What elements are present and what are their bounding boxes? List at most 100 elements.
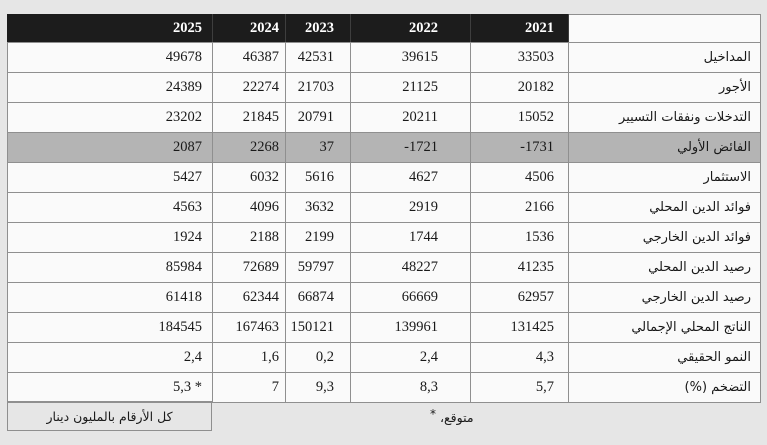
- row-label: التضخم (%): [568, 372, 761, 403]
- table-row: 184545 167463 150121 139961 131425 الناتج الم…: [7, 312, 761, 343]
- value-cell: 167463: [212, 312, 286, 343]
- footnote: * متوقع،: [430, 406, 474, 425]
- value-cell: 5,3 *: [7, 372, 213, 403]
- unit-note-box: كل الأرقام بالمليون دينار: [7, 401, 212, 431]
- row-label: الفائض الأولي: [568, 132, 761, 163]
- value-cell: 2268: [212, 132, 286, 163]
- row-label: النمو الحقيقي: [568, 342, 761, 373]
- value-cell: 6032: [212, 162, 286, 193]
- value-cell: 39615: [350, 42, 471, 73]
- value-cell: 4563: [7, 192, 213, 223]
- value-cell: 5427: [7, 162, 213, 193]
- row-label: فوائد الدين المحلي: [568, 192, 761, 223]
- value-cell: 23202: [7, 102, 213, 133]
- value-cell: 61418: [7, 282, 213, 313]
- value-cell: 85984: [7, 252, 213, 283]
- value-cell: 21703: [285, 72, 351, 103]
- value-cell: 22274: [212, 72, 286, 103]
- table-row: 2,4 1,6 0,2 2,4 4,3 النمو الحقيقي: [7, 342, 761, 373]
- value-cell: 0,2: [285, 342, 351, 373]
- financial-table-wrap: 2025 2024 2023 2022 2021 49678 46387 42531 3961…: [7, 14, 761, 403]
- value-cell: 8,3: [350, 372, 471, 403]
- value-cell: 42531: [285, 42, 351, 73]
- table-row: 4563 4096 3632 2919 2166 فوائد الدين المحلي: [7, 192, 761, 223]
- value-cell: 41235: [470, 252, 569, 283]
- value-cell: 2087: [7, 132, 213, 163]
- table-row: 85984 72689 59797 48227 41235 رصيد الدين المح…: [7, 252, 761, 283]
- table-row: 1924 2188 2199 1744 1536 فوائد الدين الخارجي: [7, 222, 761, 253]
- value-cell: 2,4: [350, 342, 471, 373]
- value-cell: 20211: [350, 102, 471, 133]
- value-cell: 37: [285, 132, 351, 163]
- value-cell: -1731: [470, 132, 569, 163]
- value-cell: 4,3: [470, 342, 569, 373]
- value-cell: 5,7: [470, 372, 569, 403]
- value-cell: 3632: [285, 192, 351, 223]
- footnote-asterisk: *: [430, 406, 436, 421]
- value-cell: 21845: [212, 102, 286, 133]
- value-cell: 20791: [285, 102, 351, 133]
- table-row: 61418 62344 66874 66669 62957 رصيد الدين الخا…: [7, 282, 761, 313]
- row-label: الناتج المحلي الإجمالي: [568, 312, 761, 343]
- table-footer: كل الأرقام بالمليون دينار * متوقع،: [7, 401, 760, 432]
- value-cell: 66669: [350, 282, 471, 313]
- value-cell: 66874: [285, 282, 351, 313]
- value-cell: 2166: [470, 192, 569, 223]
- table-row: 49678 46387 42531 39615 33503 المداخيل: [7, 42, 761, 73]
- value-cell: 21125: [350, 72, 471, 103]
- value-cell: 49678: [7, 42, 213, 73]
- value-cell: 7: [212, 372, 286, 403]
- value-cell: 9,3: [285, 372, 351, 403]
- value-cell: 20182: [470, 72, 569, 103]
- value-cell: 72689: [212, 252, 286, 283]
- budget-indicators-table: 2025 2024 2023 2022 2021 49678 46387 42531 3961…: [7, 14, 761, 403]
- value-cell: 2199: [285, 222, 351, 253]
- value-cell: 59797: [285, 252, 351, 283]
- row-label: المداخيل: [568, 42, 761, 73]
- value-cell: 1924: [7, 222, 213, 253]
- year-column-header: 2023: [285, 14, 351, 43]
- value-cell: 4506: [470, 162, 569, 193]
- year-column-header: 2024: [212, 14, 286, 43]
- value-cell: 139961: [350, 312, 471, 343]
- table-row: 5,3 * 7 9,3 8,3 5,7 التضخم (%): [7, 372, 761, 403]
- year-column-header: 2022: [350, 14, 471, 43]
- row-label: رصيد الدين الخارجي: [568, 282, 761, 313]
- row-label: الأجور: [568, 72, 761, 103]
- year-header-row: 2025 2024 2023 2022 2021: [7, 14, 761, 43]
- table-row: 23202 21845 20791 20211 15052 التدخلات ونفقات…: [7, 102, 761, 133]
- value-cell: 1536: [470, 222, 569, 253]
- table-row: 2087 2268 37 -1721 -1731 الفائض الأولي: [7, 132, 761, 163]
- table-row: 5427 6032 5616 4627 4506 الاستثمار: [7, 162, 761, 193]
- value-cell: 1,6: [212, 342, 286, 373]
- value-cell: 184545: [7, 312, 213, 343]
- value-cell: 24389: [7, 72, 213, 103]
- row-label: الاستثمار: [568, 162, 761, 193]
- value-cell: 48227: [350, 252, 471, 283]
- row-label: التدخلات ونفقات التسيير: [568, 102, 761, 133]
- value-cell: 15052: [470, 102, 569, 133]
- value-cell: 4627: [350, 162, 471, 193]
- value-cell: 2919: [350, 192, 471, 223]
- row-label: رصيد الدين المحلي: [568, 252, 761, 283]
- value-cell: 150121: [285, 312, 351, 343]
- value-cell: 131425: [470, 312, 569, 343]
- value-cell: 62344: [212, 282, 286, 313]
- value-cell: 2188: [212, 222, 286, 253]
- value-cell: 1744: [350, 222, 471, 253]
- value-cell: 62957: [470, 282, 569, 313]
- unit-note-text: كل الأرقام بالمليون دينار: [46, 408, 173, 424]
- year-column-header: 2021: [470, 14, 569, 43]
- year-column-header: 2025: [7, 14, 213, 43]
- footnote-text: متوقع،: [440, 409, 474, 425]
- value-cell: 2,4: [7, 342, 213, 373]
- value-cell: 33503: [470, 42, 569, 73]
- row-label-header-empty: [568, 14, 761, 43]
- value-cell: 46387: [212, 42, 286, 73]
- table-row: 24389 22274 21703 21125 20182 الأجور: [7, 72, 761, 103]
- value-cell: -1721: [350, 132, 471, 163]
- value-cell: 4096: [212, 192, 286, 223]
- row-label: فوائد الدين الخارجي: [568, 222, 761, 253]
- value-cell: 5616: [285, 162, 351, 193]
